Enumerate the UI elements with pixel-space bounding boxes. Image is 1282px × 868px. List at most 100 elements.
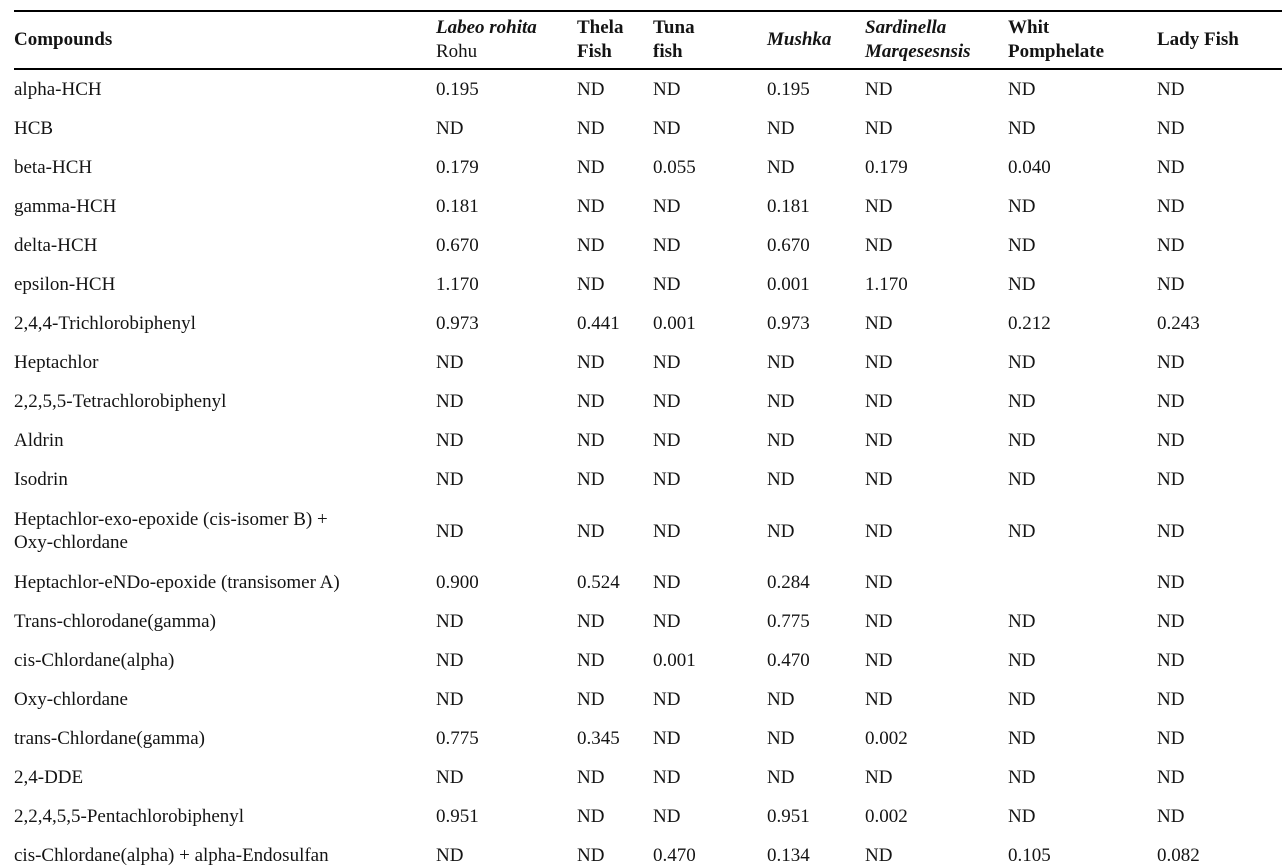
value-cell-whit-pomphelate: ND <box>1008 235 1036 256</box>
compound-name-cell: HCB <box>14 118 54 139</box>
value-cell-thela-fish: ND <box>577 79 605 100</box>
value-cell-lady-fish: ND <box>1157 79 1185 100</box>
table-row: Isodrin ND ND ND ND ND ND ND <box>14 460 1282 499</box>
value-cell-sardinella-marqesesnsis: ND <box>865 118 893 139</box>
value-cell-labeo-rohita-rohu: ND <box>436 767 464 788</box>
column-header-line: Whit <box>1008 17 1050 38</box>
value-cell-lady-fish: 0.082 <box>1157 845 1200 866</box>
value-cell-tuna-fish: ND <box>653 767 681 788</box>
value-cell-mushka: 0.973 <box>767 313 810 334</box>
value-cell-sardinella-marqesesnsis: ND <box>865 391 893 412</box>
value-cell-labeo-rohita-rohu: 0.179 <box>436 157 479 178</box>
compound-name-cell: trans-Chlordane(gamma) <box>14 728 205 749</box>
value-cell-labeo-rohita-rohu: 0.900 <box>436 572 479 593</box>
value-cell-lady-fish: ND <box>1157 235 1185 256</box>
value-cell-whit-pomphelate: ND <box>1008 118 1036 139</box>
value-cell-tuna-fish: ND <box>653 689 681 710</box>
value-cell-lady-fish: ND <box>1157 157 1185 178</box>
table-row: delta-HCH 0.670 ND ND 0.670 ND ND ND <box>14 226 1282 265</box>
value-cell-whit-pomphelate: 0.040 <box>1008 157 1051 178</box>
value-cell-lady-fish: ND <box>1157 196 1185 217</box>
value-cell-whit-pomphelate: ND <box>1008 430 1036 451</box>
value-cell-whit-pomphelate: ND <box>1008 79 1036 100</box>
value-cell-tuna-fish: ND <box>653 196 681 217</box>
value-cell-thela-fish: ND <box>577 611 605 632</box>
value-cell-labeo-rohita-rohu: 0.951 <box>436 806 479 827</box>
value-cell-mushka: ND <box>767 469 795 490</box>
value-cell-thela-fish: ND <box>577 845 605 866</box>
table-row: Heptachlor-exo-epoxide (cis-isomer B) + … <box>14 499 1282 563</box>
value-cell-mushka: ND <box>767 352 795 373</box>
value-cell-tuna-fish: ND <box>653 79 681 100</box>
column-header-line: Pomphelate <box>1008 41 1105 62</box>
value-cell-thela-fish: ND <box>577 196 605 217</box>
value-cell-lady-fish: ND <box>1157 650 1185 671</box>
value-cell-mushka: 0.470 <box>767 650 810 671</box>
value-cell-labeo-rohita-rohu: ND <box>436 118 464 139</box>
paper-page: Compounds Labeo rohita Rohu Thela Fish Tuna fi… <box>0 10 1282 868</box>
value-cell-sardinella-marqesesnsis: ND <box>865 689 893 710</box>
value-cell-lady-fish: ND <box>1157 767 1185 788</box>
value-cell-mushka: ND <box>767 430 795 451</box>
value-cell-labeo-rohita-rohu: 0.181 <box>436 196 479 217</box>
value-cell-lady-fish: ND <box>1157 728 1185 749</box>
value-cell-sardinella-marqesesnsis: ND <box>865 572 893 593</box>
table-row: 2,2,5,5-Tetrachlorobiphenyl ND ND ND ND ND ND N… <box>14 382 1282 421</box>
column-header-line: Tuna <box>653 17 695 38</box>
value-cell-mushka: 0.951 <box>767 806 810 827</box>
value-cell-lady-fish: ND <box>1157 469 1185 490</box>
value-cell-tuna-fish: ND <box>653 806 681 827</box>
value-cell-thela-fish: 0.441 <box>577 313 620 334</box>
value-cell-sardinella-marqesesnsis: ND <box>865 352 893 373</box>
value-cell-lady-fish: ND <box>1157 806 1185 827</box>
value-cell-thela-fish: 0.345 <box>577 728 620 749</box>
value-cell-thela-fish: ND <box>577 689 605 710</box>
column-header-tuna-fish: Tuna fish <box>653 11 767 70</box>
table-row: 2,4,4-Trichlorobiphenyl 0.973 0.441 0.001 0.… <box>14 304 1282 343</box>
value-cell-lady-fish: 0.243 <box>1157 313 1200 334</box>
value-cell-sardinella-marqesesnsis: ND <box>865 313 893 334</box>
value-cell-tuna-fish: ND <box>653 352 681 373</box>
value-cell-whit-pomphelate: ND <box>1008 650 1036 671</box>
value-cell-thela-fish: ND <box>577 352 605 373</box>
compound-name-cell: beta-HCH <box>14 157 93 178</box>
table-row: cis-Chlordane(alpha) + alpha-Endosulfan N… <box>14 836 1282 868</box>
value-cell-mushka: ND <box>767 391 795 412</box>
value-cell-thela-fish: 0.524 <box>577 572 620 593</box>
value-cell-sardinella-marqesesnsis: ND <box>865 845 893 866</box>
compound-name-cell: cis-Chlordane(alpha) + alpha-Endosulfan <box>14 845 329 866</box>
value-cell-sardinella-marqesesnsis: 1.170 <box>865 274 908 295</box>
value-cell-mushka: 0.134 <box>767 845 810 866</box>
value-cell-mushka: 0.001 <box>767 274 810 295</box>
value-cell-sardinella-marqesesnsis: 0.002 <box>865 728 908 749</box>
value-cell-sardinella-marqesesnsis: ND <box>865 469 893 490</box>
value-cell-sardinella-marqesesnsis: ND <box>865 520 893 542</box>
compound-name-cell: 2,4,4-Trichlorobiphenyl <box>14 313 196 334</box>
value-cell-labeo-rohita-rohu: ND <box>436 430 464 451</box>
value-cell-lady-fish: ND <box>1157 689 1185 710</box>
value-cell-tuna-fish: ND <box>653 469 681 490</box>
value-cell-labeo-rohita-rohu: ND <box>436 469 464 490</box>
value-cell-thela-fish: ND <box>577 157 605 178</box>
value-cell-lady-fish: ND <box>1157 274 1185 295</box>
column-header-line: Labeo rohita <box>436 17 537 38</box>
value-cell-mushka: 0.670 <box>767 235 810 256</box>
value-cell-lady-fish: ND <box>1157 611 1185 632</box>
compound-name-cell: 2,2,5,5-Tetrachlorobiphenyl <box>14 391 227 412</box>
table-row: epsilon-HCH 1.170 ND ND 0.001 1.170 ND ND <box>14 265 1282 304</box>
value-cell-whit-pomphelate: ND <box>1008 391 1036 412</box>
value-cell-lady-fish: ND <box>1157 520 1185 542</box>
table-header: Compounds Labeo rohita Rohu Thela Fish Tuna fi… <box>14 11 1282 70</box>
compound-name-cell: Heptachlor-exo-epoxide (cis-isomer B) + … <box>14 509 328 553</box>
table-row: gamma-HCH 0.181 ND ND 0.181 ND ND ND <box>14 187 1282 226</box>
value-cell-mushka: ND <box>767 767 795 788</box>
value-cell-thela-fish: ND <box>577 650 605 671</box>
value-cell-sardinella-marqesesnsis: ND <box>865 611 893 632</box>
value-cell-whit-pomphelate: ND <box>1008 806 1036 827</box>
column-header-line: Marqesesnsis <box>865 41 971 62</box>
value-cell-lady-fish: ND <box>1157 572 1185 593</box>
value-cell-whit-pomphelate: ND <box>1008 274 1036 295</box>
value-cell-tuna-fish: ND <box>653 728 681 749</box>
compounds-concentration-table: Compounds Labeo rohita Rohu Thela Fish Tuna fi… <box>14 10 1282 868</box>
compound-name-cell: Isodrin <box>14 469 68 490</box>
